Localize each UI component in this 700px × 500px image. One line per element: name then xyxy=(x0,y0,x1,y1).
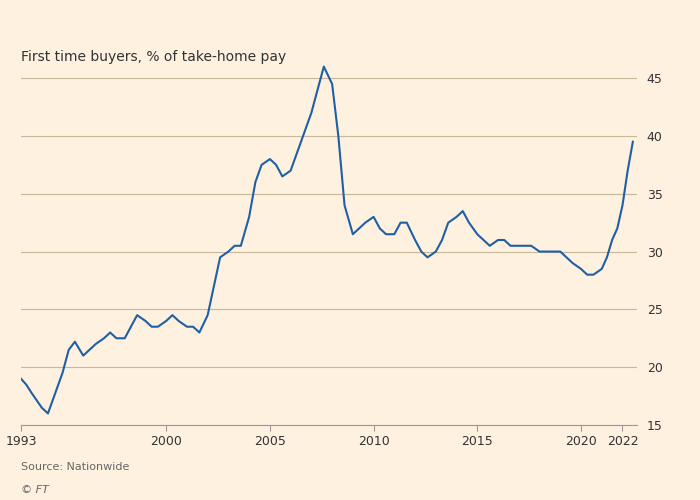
Text: © FT: © FT xyxy=(21,485,49,495)
Text: First time buyers, % of take-home pay: First time buyers, % of take-home pay xyxy=(21,50,286,64)
Text: Source: Nationwide: Source: Nationwide xyxy=(21,462,130,472)
